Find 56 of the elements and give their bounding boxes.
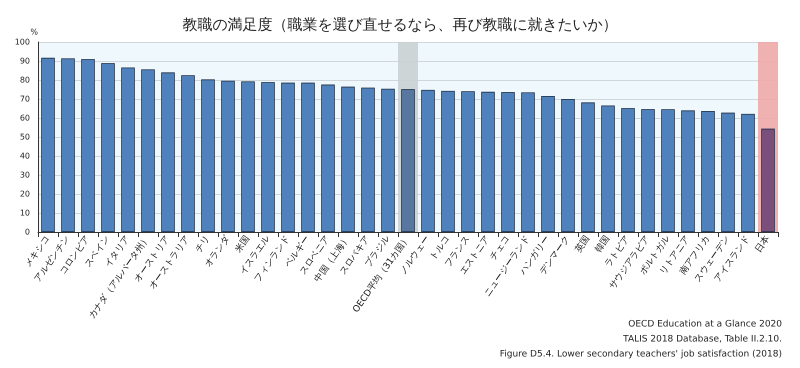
text: OECD Education at a Glance 2020 [628, 320, 782, 330]
bar [121, 67, 135, 232]
bar [341, 86, 355, 232]
x-tick-label: 日本 [752, 234, 772, 255]
y-tick-label: 30 [20, 170, 30, 180]
y-tick-label: 100 [14, 38, 30, 46]
y-tick-label: 20 [20, 190, 30, 198]
bar [201, 79, 215, 232]
y-tick-label: 50 [20, 132, 30, 142]
bar [441, 90, 455, 232]
bar [581, 102, 595, 232]
chart-title: 教職の満足度（職業を選び直せるなら、再び教職に就きたいか） [182, 16, 618, 34]
bar [521, 92, 535, 232]
caption: Figure D5.4. Lower secondary teachers' job satisfaction (2018) [500, 350, 782, 360]
bar [161, 72, 175, 232]
bar [141, 69, 155, 232]
bar [761, 128, 775, 232]
bar [321, 84, 335, 232]
bar [261, 82, 275, 232]
x-tick-label: 韓国 [592, 234, 612, 255]
y-axis-title: % [30, 28, 38, 36]
bar [361, 88, 375, 232]
bar [281, 82, 295, 232]
x-tick-label: 英国 [572, 234, 592, 255]
y-tick-label: 60 [20, 114, 30, 122]
bar [601, 105, 615, 232]
bar [621, 108, 635, 232]
bar [101, 63, 115, 232]
bar [741, 114, 755, 232]
bar [721, 112, 735, 232]
bar [541, 96, 555, 232]
y-tick-label: 70 [20, 94, 30, 104]
bar [641, 109, 655, 232]
bar [41, 58, 55, 232]
bar [701, 110, 715, 232]
bar [401, 89, 415, 232]
bar [481, 92, 495, 232]
bar [301, 82, 315, 232]
text: TALIS 2018 Database, Table II.2.10. [622, 334, 782, 344]
bar [181, 75, 195, 232]
y-tick-label: 0 [24, 228, 30, 236]
bar [421, 90, 435, 232]
bar [501, 92, 515, 232]
bar [681, 110, 695, 232]
y-tick-label: 80 [20, 76, 30, 84]
bar [381, 88, 395, 232]
bar [221, 80, 235, 232]
bar [241, 81, 255, 232]
y-tick-label: 90 [20, 56, 30, 66]
bar [81, 59, 95, 232]
y-tick-label: 40 [20, 152, 30, 160]
bar [661, 109, 675, 232]
y-tick-label: 10 [20, 208, 30, 218]
bar [461, 91, 475, 232]
bar [61, 58, 75, 232]
bar [561, 99, 575, 232]
